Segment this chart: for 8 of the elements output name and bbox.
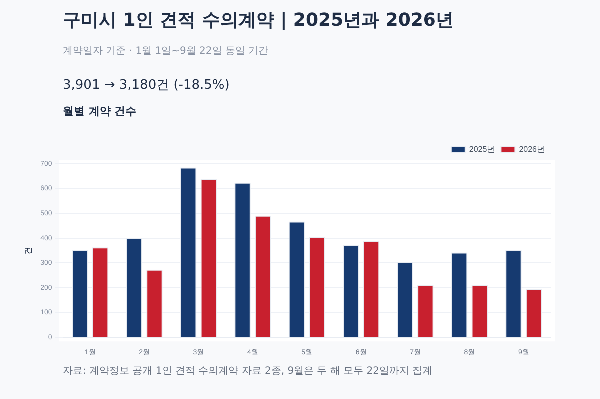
legend-label: 2025년: [469, 145, 496, 154]
chart-title: 구미시 1인 견적 수의계약 | 2025년과 2026년: [63, 9, 454, 32]
legend-label: 2026년: [519, 145, 545, 154]
text: 자료: 계약정보 공개 1인 견적 수의계약 자료 2종, 9월은 두 해 모두 22일까지 집계: [63, 365, 433, 378]
chart-subtitle: 계약일자 기준 · 1월 1일~9월 22일 동일 기간: [63, 45, 269, 58]
text: 월별 계약 건수: [63, 104, 137, 119]
text: 3,901 → 3,180건 (-18.5%): [63, 77, 230, 94]
y-axis-title: 건: [24, 246, 34, 255]
